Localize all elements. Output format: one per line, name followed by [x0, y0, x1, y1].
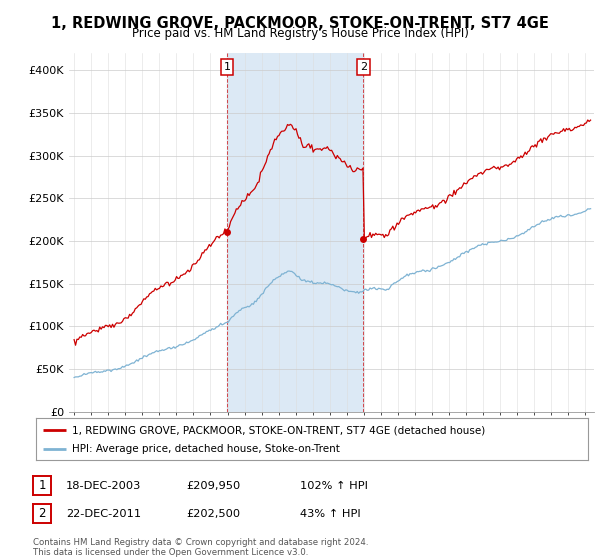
Text: 43% ↑ HPI: 43% ↑ HPI [300, 508, 361, 519]
Text: 102% ↑ HPI: 102% ↑ HPI [300, 480, 368, 491]
Text: £202,500: £202,500 [186, 508, 240, 519]
Text: 22-DEC-2011: 22-DEC-2011 [66, 508, 141, 519]
Text: 2: 2 [360, 62, 367, 72]
Text: 1: 1 [38, 479, 46, 492]
Text: 1: 1 [223, 62, 230, 72]
Text: HPI: Average price, detached house, Stoke-on-Trent: HPI: Average price, detached house, Stok… [72, 445, 340, 454]
Bar [227, 53, 364, 412]
Text: 18-DEC-2003: 18-DEC-2003 [66, 480, 142, 491]
Text: Price paid vs. HM Land Registry's House Price Index (HPI): Price paid vs. HM Land Registry's House … [131, 27, 469, 40]
Text: 1, REDWING GROVE, PACKMOOR, STOKE-ON-TRENT, ST7 4GE: 1, REDWING GROVE, PACKMOOR, STOKE-ON-TRE… [51, 16, 549, 31]
Text: Contains HM Land Registry data © Crown copyright and database right 2024.
This d: Contains HM Land Registry data © Crown c… [33, 538, 368, 557]
Text: 1, REDWING GROVE, PACKMOOR, STOKE-ON-TRENT, ST7 4GE (detached house): 1, REDWING GROVE, PACKMOOR, STOKE-ON-TRE… [72, 425, 485, 435]
Text: 2: 2 [38, 507, 46, 520]
Text: £209,950: £209,950 [186, 480, 240, 491]
